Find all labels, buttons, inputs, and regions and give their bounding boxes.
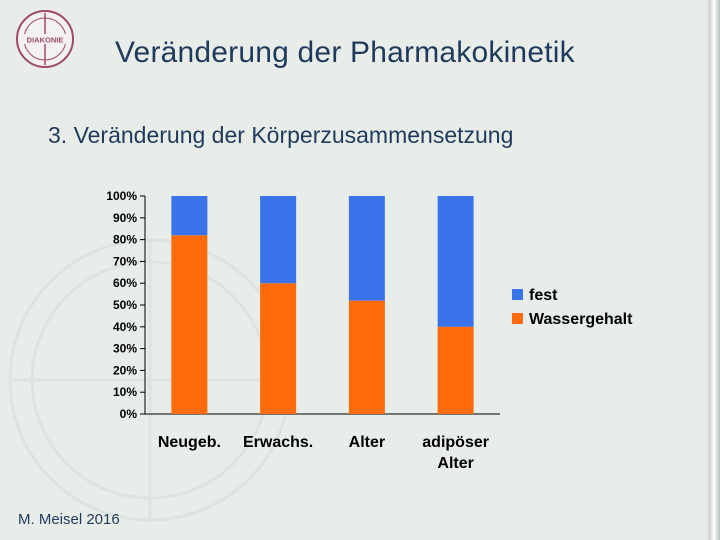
- x-category-label: Neugeb.: [158, 434, 221, 451]
- bar-fest-4: [437, 196, 474, 327]
- page-subtitle: 3. Veränderung der Körperzusammensetzung: [48, 122, 514, 148]
- y-tick-label: 30%: [113, 342, 137, 356]
- x-category-label: Alter: [349, 434, 385, 451]
- y-tick-label: 80%: [113, 233, 137, 247]
- y-tick-label: 60%: [113, 276, 137, 290]
- y-tick-label: 100%: [106, 189, 137, 203]
- x-category-label: Alter: [437, 455, 473, 472]
- slide-edge-rail: [706, 0, 720, 540]
- y-tick-label: 40%: [113, 320, 137, 334]
- page-title: Veränderung der Pharmakokinetik: [115, 36, 575, 69]
- bars: [171, 196, 474, 414]
- bar-wassergehalt-4: [437, 326, 474, 414]
- bar-fest-3: [348, 196, 385, 301]
- y-tick-label: 70%: [113, 254, 137, 268]
- y-axis: 0% 10% 20% 30% 40% 50% 60% 70% 80% 90% 100%: [106, 189, 500, 421]
- y-tick-label: 0%: [120, 407, 138, 421]
- y-tick-label: 10%: [113, 385, 137, 399]
- legend: fest Wassergehalt: [512, 287, 633, 328]
- y-tick-label: 20%: [113, 363, 137, 377]
- logo-text: DIAKONIE: [27, 36, 64, 45]
- bar-fest-2: [260, 196, 297, 284]
- bar-wassergehalt-1: [171, 235, 208, 414]
- bar-wassergehalt-2: [260, 283, 297, 414]
- legend-label-wassergehalt: Wassergehalt: [529, 311, 633, 328]
- x-axis-labels: Neugeb. Erwachs. Alter adipöser Alter: [158, 434, 489, 472]
- diakonie-logo: DIAKONIE: [16, 10, 74, 68]
- legend-swatch-fest: [512, 289, 523, 300]
- footer-credit: M. Meisel 2016: [18, 511, 120, 528]
- legend-label-fest: fest: [529, 287, 558, 304]
- y-tick-label: 90%: [113, 211, 137, 225]
- x-category-label: adipöser: [422, 434, 489, 451]
- bar-wassergehalt-3: [348, 300, 385, 414]
- legend-swatch-wassergehalt: [512, 313, 523, 324]
- x-category-label: Erwachs.: [243, 434, 313, 451]
- y-tick-label: 50%: [113, 298, 137, 312]
- bar-fest-1: [171, 196, 208, 236]
